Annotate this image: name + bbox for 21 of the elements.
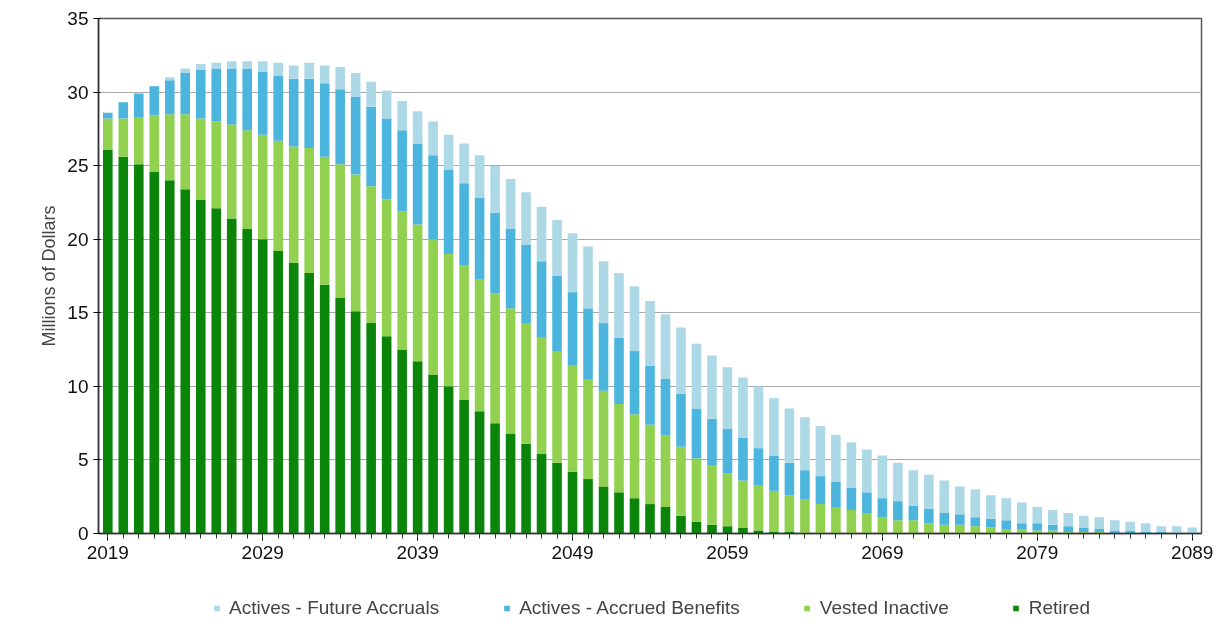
x-tick-label: 2089: [1171, 541, 1214, 563]
y-tick-label: 10: [67, 375, 89, 397]
y-tick-label: 20: [67, 228, 89, 250]
y-tick-label: 35: [67, 8, 89, 29]
x-tick-label: 2069: [861, 541, 904, 563]
legend-label: Vested Inactive: [819, 597, 949, 619]
x-tick-label: 2029: [241, 541, 284, 563]
x-tick-label: 2019: [86, 541, 129, 563]
y-axis-title: Millions of Dollars: [39, 205, 60, 347]
x-tick-label: 2039: [396, 541, 439, 563]
y-tick-label: 0: [77, 523, 89, 544]
y-tick-label: 25: [67, 155, 89, 177]
y-tick-label: 30: [67, 81, 89, 103]
x-tick-label: 2059: [706, 541, 749, 563]
legend-label: Actives - Accrued Benefits: [519, 597, 740, 619]
x-tick-label: 2079: [1016, 541, 1059, 563]
y-tick-label: 15: [67, 302, 89, 324]
legend-label: Actives - Future Accruals: [229, 597, 440, 619]
y-tick-label: 5: [77, 449, 89, 471]
legend-label: Retired: [1028, 597, 1090, 619]
x-tick-label: 2049: [551, 541, 594, 563]
